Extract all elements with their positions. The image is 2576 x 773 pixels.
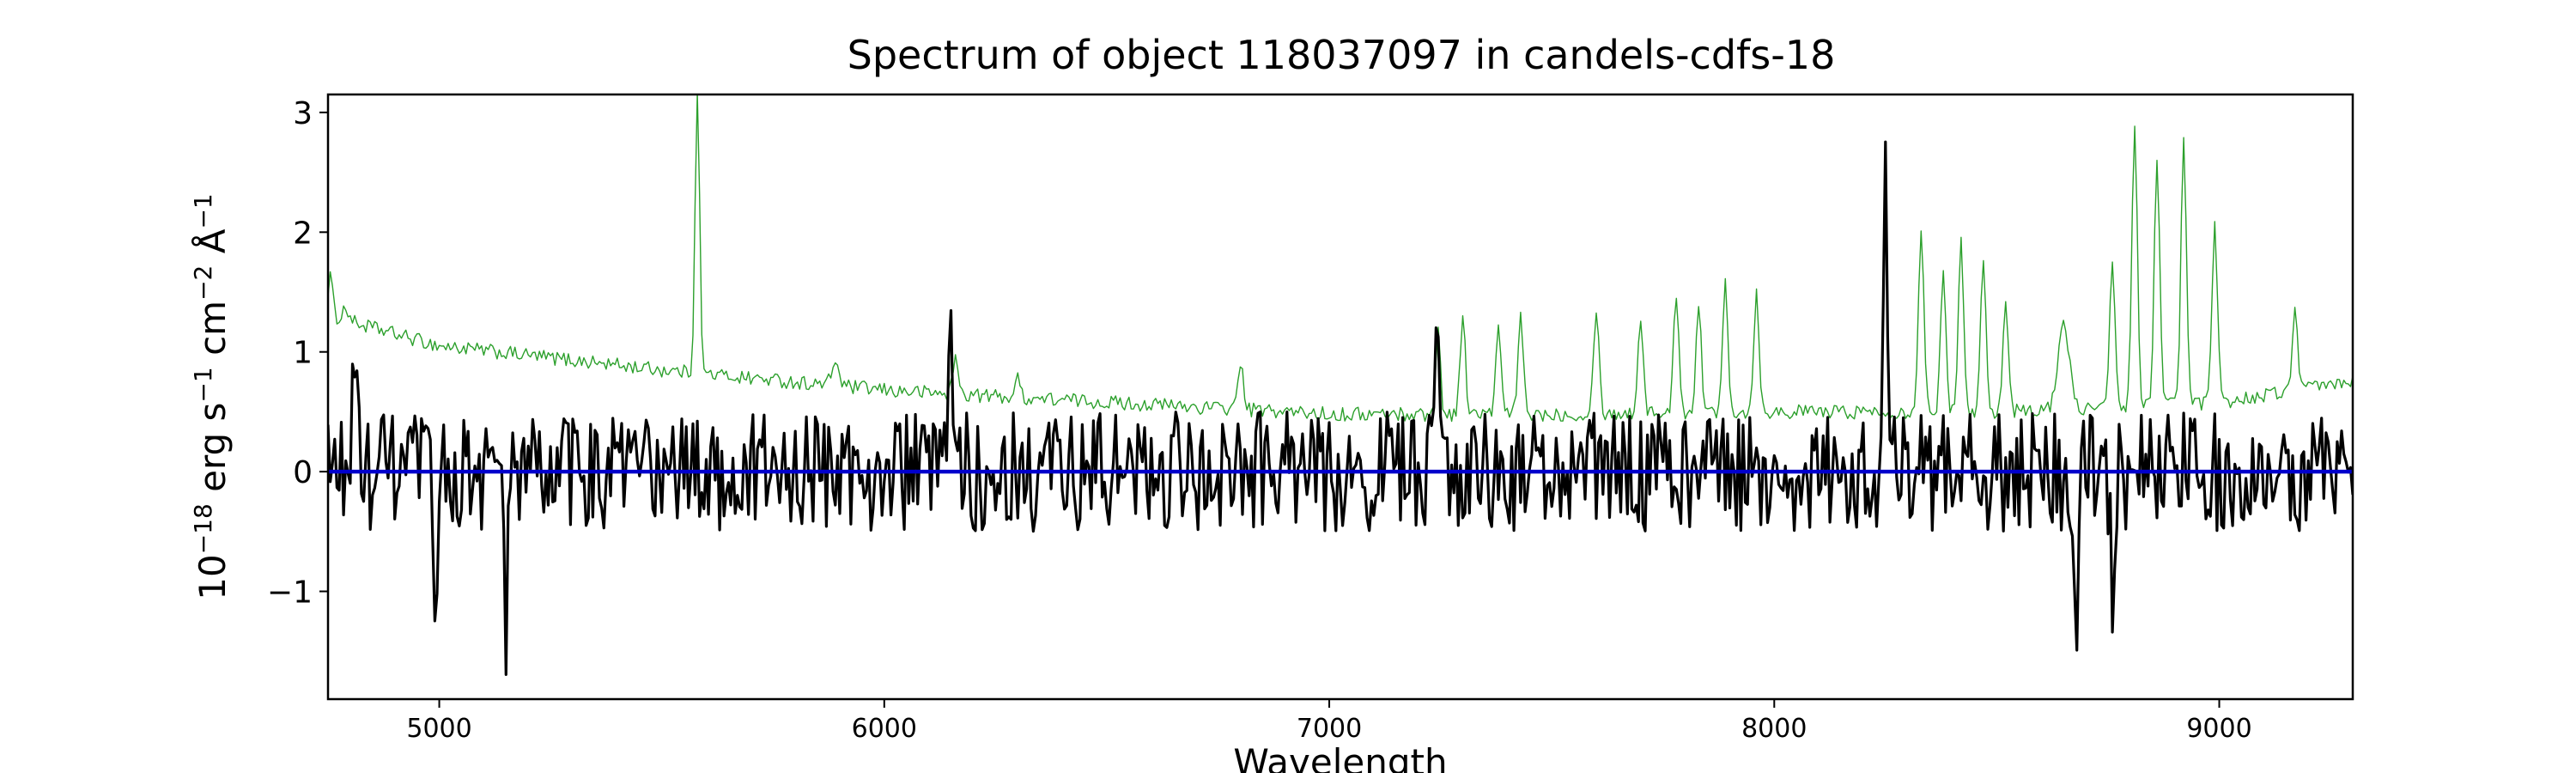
y-label-exp2: −1: [189, 367, 217, 402]
x-axis-label: Wavelength: [1233, 741, 1447, 773]
y-axis: −1 0 1 2 3: [267, 96, 328, 611]
y-tick-label: 2: [293, 216, 313, 251]
x-tick-label: 9000: [2186, 714, 2251, 744]
y-tick-label: 1: [293, 336, 313, 371]
x-axis: 5000 6000 7000 8000 9000: [406, 699, 2252, 744]
y-label-exp3: −2: [189, 265, 217, 301]
series-layer: [328, 94, 2353, 676]
series-line-0: [328, 94, 2353, 423]
y-tick-label: 3: [293, 96, 313, 131]
series-line-1: [328, 140, 2353, 676]
chart-title: Spectrum of object 118037097 in candels-…: [848, 32, 1836, 78]
y-tick-label: −1: [267, 575, 313, 611]
x-tick-label: 5000: [406, 714, 471, 744]
plot-frame: [326, 93, 2354, 701]
y-label-mid3: Å: [191, 228, 234, 265]
y-label-mid2: cm: [191, 301, 234, 367]
y-tick-label: 0: [293, 455, 313, 490]
x-tick-label: 7000: [1297, 714, 1362, 744]
y-label-base: 10: [191, 554, 234, 600]
plot-area: [326, 93, 2354, 701]
x-tick-label: 8000: [1741, 714, 1807, 744]
x-tick-label: 6000: [852, 714, 917, 744]
y-label-exp1: −18: [189, 503, 217, 554]
y-label-exp4: −1: [189, 193, 217, 228]
y-axis-label: 10−18 erg s−1 cm−2 Å−1: [189, 193, 234, 600]
y-label-mid1: erg s: [191, 403, 234, 504]
